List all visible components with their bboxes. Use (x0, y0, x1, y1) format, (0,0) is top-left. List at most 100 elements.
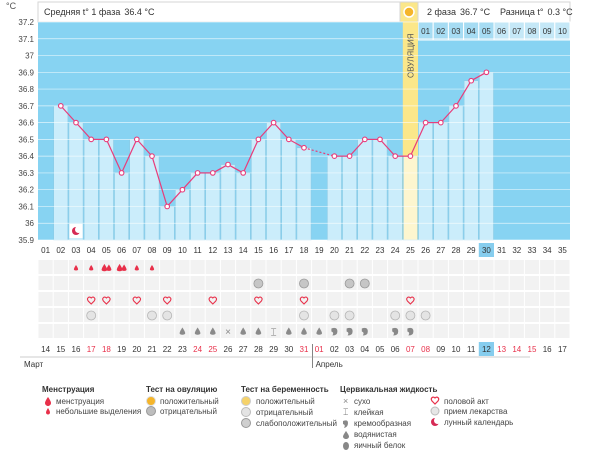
track-cell (494, 292, 509, 306)
track-cell (251, 308, 266, 322)
track-cell (540, 324, 555, 338)
track-cell (84, 292, 99, 306)
track-cell (464, 260, 479, 274)
watery-drop-icon (179, 327, 186, 335)
current-date-cell (478, 342, 494, 356)
track-cell (205, 292, 220, 306)
legend-cervical-watery: водянистая (354, 430, 397, 439)
creamy-icon (361, 327, 368, 336)
temp-point (437, 119, 444, 126)
calendar-date: 15 (56, 345, 65, 354)
track-cell (266, 292, 281, 306)
track-cell (372, 260, 388, 274)
calendar-date: 28 (254, 345, 263, 354)
track-cell (114, 308, 129, 322)
track-cell (220, 260, 236, 274)
watery-drop-icon (210, 327, 216, 335)
track-cell (555, 276, 570, 290)
y-tick-label: 36 (25, 219, 34, 228)
track-cell (144, 324, 160, 338)
phase2-day-label: 02 (436, 27, 445, 36)
y-unit-label: °C (6, 1, 17, 11)
track-cell (38, 276, 53, 290)
y-tick-label: 37.1 (18, 35, 34, 44)
track-cell (296, 292, 312, 306)
x-tick-label: 22 (360, 246, 369, 255)
pregnancy-positive-icon (241, 396, 251, 406)
track-cell (433, 308, 448, 322)
legend: Менструация менструация небольшие выделе… (42, 385, 513, 450)
track-cell (433, 276, 448, 290)
pregnancy-negative-icon (299, 310, 309, 321)
track-cell (433, 324, 448, 338)
track-cell (418, 276, 433, 290)
track-cell (509, 260, 524, 274)
small-discharge-drop-icon (134, 265, 139, 271)
temp-bar (144, 155, 160, 241)
track-cell (68, 308, 84, 322)
y-tick-label: 36.1 (18, 202, 34, 211)
calendar-date: 11 (467, 345, 476, 354)
watery-drop-icon (301, 327, 307, 335)
calendar-date: 14 (512, 345, 521, 354)
temp-bar (68, 122, 84, 241)
track-cell (236, 276, 251, 290)
x-tick-label: 19 (315, 246, 324, 255)
temp-bar (266, 122, 281, 241)
heart-icon (406, 296, 415, 305)
track-cell (448, 260, 464, 274)
header-bar: °C Средняя t° 1 фаза 36.4 °C 2 фаза 36.7 °… (6, 1, 573, 23)
track-cell (494, 260, 509, 274)
track-cell (357, 292, 372, 306)
menstruation-drop-icon (121, 264, 127, 271)
track-cell (372, 324, 388, 338)
calendar-date: 07 (406, 345, 415, 354)
track-cell (114, 260, 129, 274)
heart-icon (208, 296, 218, 305)
temp-line-segment (455, 80, 472, 107)
track-cell (236, 292, 251, 306)
ovulation-negative-icon (359, 278, 370, 289)
x-tick-label: 06 (117, 246, 126, 255)
track-cell (175, 276, 190, 290)
temp-point (285, 136, 292, 143)
ovulation-negative-icon (344, 278, 355, 289)
x-tick-label: 10 (178, 246, 187, 255)
temp-point (331, 153, 338, 160)
creamy-icon (407, 327, 414, 336)
calendar-date: 15 (528, 345, 537, 354)
temp-line-segment (166, 189, 183, 207)
track-cell (327, 276, 342, 290)
track-cell (448, 276, 464, 290)
x-tick-label: 16 (269, 246, 278, 255)
x-tick-label: 30 (482, 246, 491, 255)
ovulation-negative-icon (253, 278, 264, 289)
temp-line-segment (212, 164, 229, 174)
legend-cervical-title: Цервикальная жидкость (340, 385, 437, 394)
menstruation-drop-icon (45, 397, 51, 406)
tracking-rows: × ⌶ (38, 260, 570, 339)
temp-line-segment (136, 138, 153, 157)
pregnancy-negative-icon (420, 310, 431, 321)
temp-bar (463, 80, 479, 241)
track-cell (84, 276, 99, 290)
track-cell (99, 324, 114, 338)
temp-bar (387, 155, 403, 241)
x-tick-label: 14 (239, 246, 248, 255)
temp-line-segment (303, 147, 335, 157)
track-cell (129, 292, 144, 306)
track-cell (266, 324, 281, 338)
temp-point (209, 170, 216, 176)
pregnancy-negative-icon (390, 310, 401, 321)
heart-icon (132, 296, 142, 305)
track-cell (312, 292, 327, 306)
track-cell (388, 292, 403, 306)
temp-line-segment (227, 164, 244, 174)
x-tick-label: 02 (56, 246, 65, 255)
y-tick-label: 36.2 (18, 186, 34, 195)
legend-cervical-dry: сухо (354, 397, 371, 406)
track-cell (524, 292, 540, 306)
temp-bar (296, 147, 312, 241)
temp-line-segment (257, 122, 275, 140)
track-cell (220, 292, 236, 306)
